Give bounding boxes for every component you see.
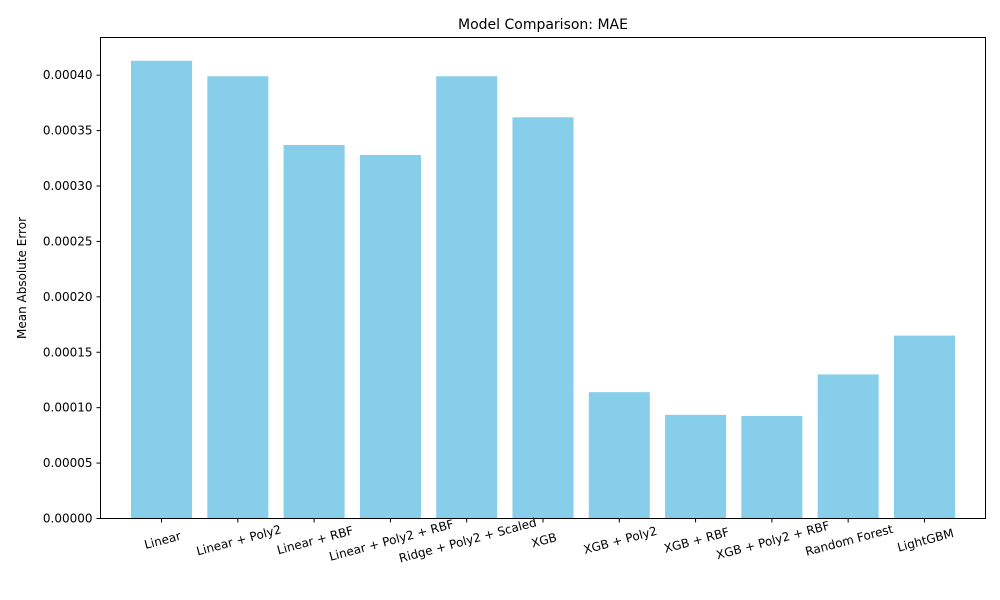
x-tick-label: Ridge + Poly2 + Scaled xyxy=(397,515,538,565)
x-tick-label: LightGBM xyxy=(896,526,955,554)
y-tick-label: 0.00000 xyxy=(43,512,93,526)
bar xyxy=(665,414,727,519)
bar xyxy=(207,76,269,519)
bar xyxy=(283,145,345,519)
bar xyxy=(436,76,498,519)
y-tick-label: 0.00025 xyxy=(43,234,93,248)
bar xyxy=(741,415,803,519)
x-tick-label: Linear xyxy=(143,529,183,552)
bar xyxy=(817,374,879,519)
y-axis-ticks: 0.00000 0.00005 0.00010 0.00015 0.00020 0.000… xyxy=(43,68,101,526)
x-tick-label: XGB + Poly2 xyxy=(582,524,659,557)
bars-layer xyxy=(131,60,955,519)
bar xyxy=(359,154,421,519)
y-tick-label: 0.00010 xyxy=(43,401,93,415)
chart-title: Model Comparison: MAE xyxy=(458,17,628,33)
y-tick-label: 0.00030 xyxy=(43,179,93,193)
y-axis-title: Mean Absolute Error xyxy=(15,217,29,339)
y-tick-label: 0.00040 xyxy=(43,68,93,82)
plot-frame xyxy=(100,37,986,519)
x-tick-label: XGB xyxy=(530,530,559,550)
bar xyxy=(893,335,955,519)
y-tick-label: 0.00020 xyxy=(43,290,93,304)
y-tick-label: 0.00015 xyxy=(43,345,93,359)
y-tick-label: 0.00035 xyxy=(43,124,93,138)
bar xyxy=(131,60,193,519)
x-tick-label: Linear + Poly2 xyxy=(195,522,283,558)
bar xyxy=(588,392,650,519)
y-tick-label: 0.00005 xyxy=(43,456,93,470)
bar xyxy=(512,117,574,519)
